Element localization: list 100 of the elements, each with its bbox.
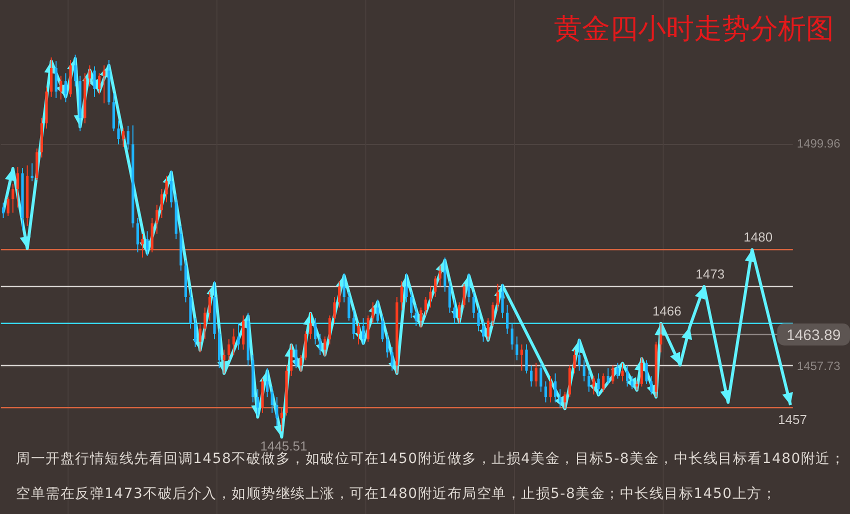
candlestick (304, 330, 307, 361)
candlestick (136, 218, 139, 253)
candlestick (486, 318, 490, 341)
candlestick (390, 346, 394, 372)
candlestick (256, 388, 259, 416)
candlestick (376, 299, 379, 324)
candlestick (156, 204, 158, 234)
annotation: 1457 (778, 412, 807, 427)
candlestick (30, 162, 34, 182)
candlestick (88, 64, 91, 87)
data-label: 1473 (696, 266, 725, 282)
candlestick (472, 291, 475, 319)
candlestick (276, 396, 278, 427)
candlestick (482, 320, 485, 342)
candlestick (204, 307, 206, 340)
candlestick (544, 380, 547, 403)
candlestick (117, 120, 120, 145)
ref-line-label: 1463.89 (786, 326, 841, 344)
candlestick (266, 368, 269, 398)
candlestick (270, 386, 274, 414)
candlestick (348, 291, 350, 322)
candlestick (102, 64, 106, 104)
candlestick (458, 302, 461, 324)
candlestick (309, 312, 312, 340)
candlestick (621, 362, 624, 382)
candlestick (146, 230, 149, 256)
candlestick (165, 175, 168, 203)
candlestick (237, 322, 240, 350)
candlestick (314, 318, 317, 345)
y-tick-label: 1499.96 (796, 136, 841, 151)
candlestick (525, 344, 528, 374)
candlestick (54, 60, 58, 98)
candlestick (228, 338, 230, 361)
candlestick (492, 302, 494, 326)
candlestick (410, 291, 413, 319)
data-label: 1480 (744, 230, 773, 245)
candlestick (612, 364, 614, 384)
candlestick (12, 183, 14, 214)
candlestick (352, 310, 355, 340)
candlestick (328, 314, 331, 345)
candlestick (414, 304, 418, 326)
candlestick (342, 272, 346, 303)
candlestick (616, 362, 619, 380)
candlestick (660, 322, 662, 353)
candlestick (222, 349, 226, 374)
candlestick (93, 66, 96, 98)
candlestick (630, 376, 634, 390)
candlestick (208, 291, 211, 322)
candlestick (573, 349, 576, 374)
candlestick (16, 166, 19, 208)
candlestick (438, 264, 442, 287)
candlestick (324, 336, 326, 357)
candlestick (424, 296, 427, 316)
candlestick (468, 272, 470, 303)
candlestick (400, 280, 403, 311)
candlestick (434, 275, 437, 298)
annotation: 周一开盘行情短线先看回调1458不破做多，如破位可在1450附近做多，止损4美金，目标5-8美金，中长线目标看1480附近； (16, 451, 846, 467)
candlestick (60, 75, 62, 100)
annotation: 空单需在反弹1473不破后介入，如顺势继续上涨，可在1480附近布局空单，止损5-8美金；中长线目标1450上方； (16, 486, 777, 502)
candlestick (602, 372, 605, 392)
candlestick (366, 314, 370, 342)
candlestick (582, 360, 586, 382)
data-label: 1466 (652, 303, 682, 318)
candlestick (6, 196, 10, 216)
candlestick (444, 257, 446, 292)
candlestick (453, 299, 456, 324)
candlestick (420, 307, 422, 328)
candlestick (333, 296, 336, 324)
candlestick (645, 360, 648, 384)
candlestick (540, 362, 542, 392)
y-tick-label: 1457.73 (796, 359, 841, 374)
candlestick (160, 188, 163, 219)
candlestick (558, 388, 562, 408)
candlestick (578, 338, 581, 372)
candlestick (530, 364, 533, 388)
candlestick (510, 322, 514, 350)
candlestick (98, 72, 101, 95)
candlestick (640, 357, 643, 388)
candlestick (170, 170, 173, 208)
candlestick (477, 307, 480, 332)
candlestick (606, 368, 610, 384)
candlestick (501, 283, 504, 319)
candlestick (534, 362, 538, 388)
candlestick (405, 272, 408, 303)
candlestick (50, 56, 53, 98)
candlestick (520, 344, 523, 372)
candlestick (290, 344, 293, 377)
candlestick (496, 283, 499, 311)
candlestick (506, 304, 509, 334)
candlestick (194, 318, 197, 348)
candlestick (122, 128, 125, 148)
candlestick (592, 376, 595, 395)
candlestick (554, 372, 557, 403)
candlestick (362, 318, 365, 345)
candlestick (338, 280, 341, 308)
candlestick (650, 376, 653, 395)
candlestick (588, 370, 590, 392)
candlestick (549, 376, 552, 403)
candlestick (386, 333, 389, 358)
candlestick (372, 302, 374, 324)
